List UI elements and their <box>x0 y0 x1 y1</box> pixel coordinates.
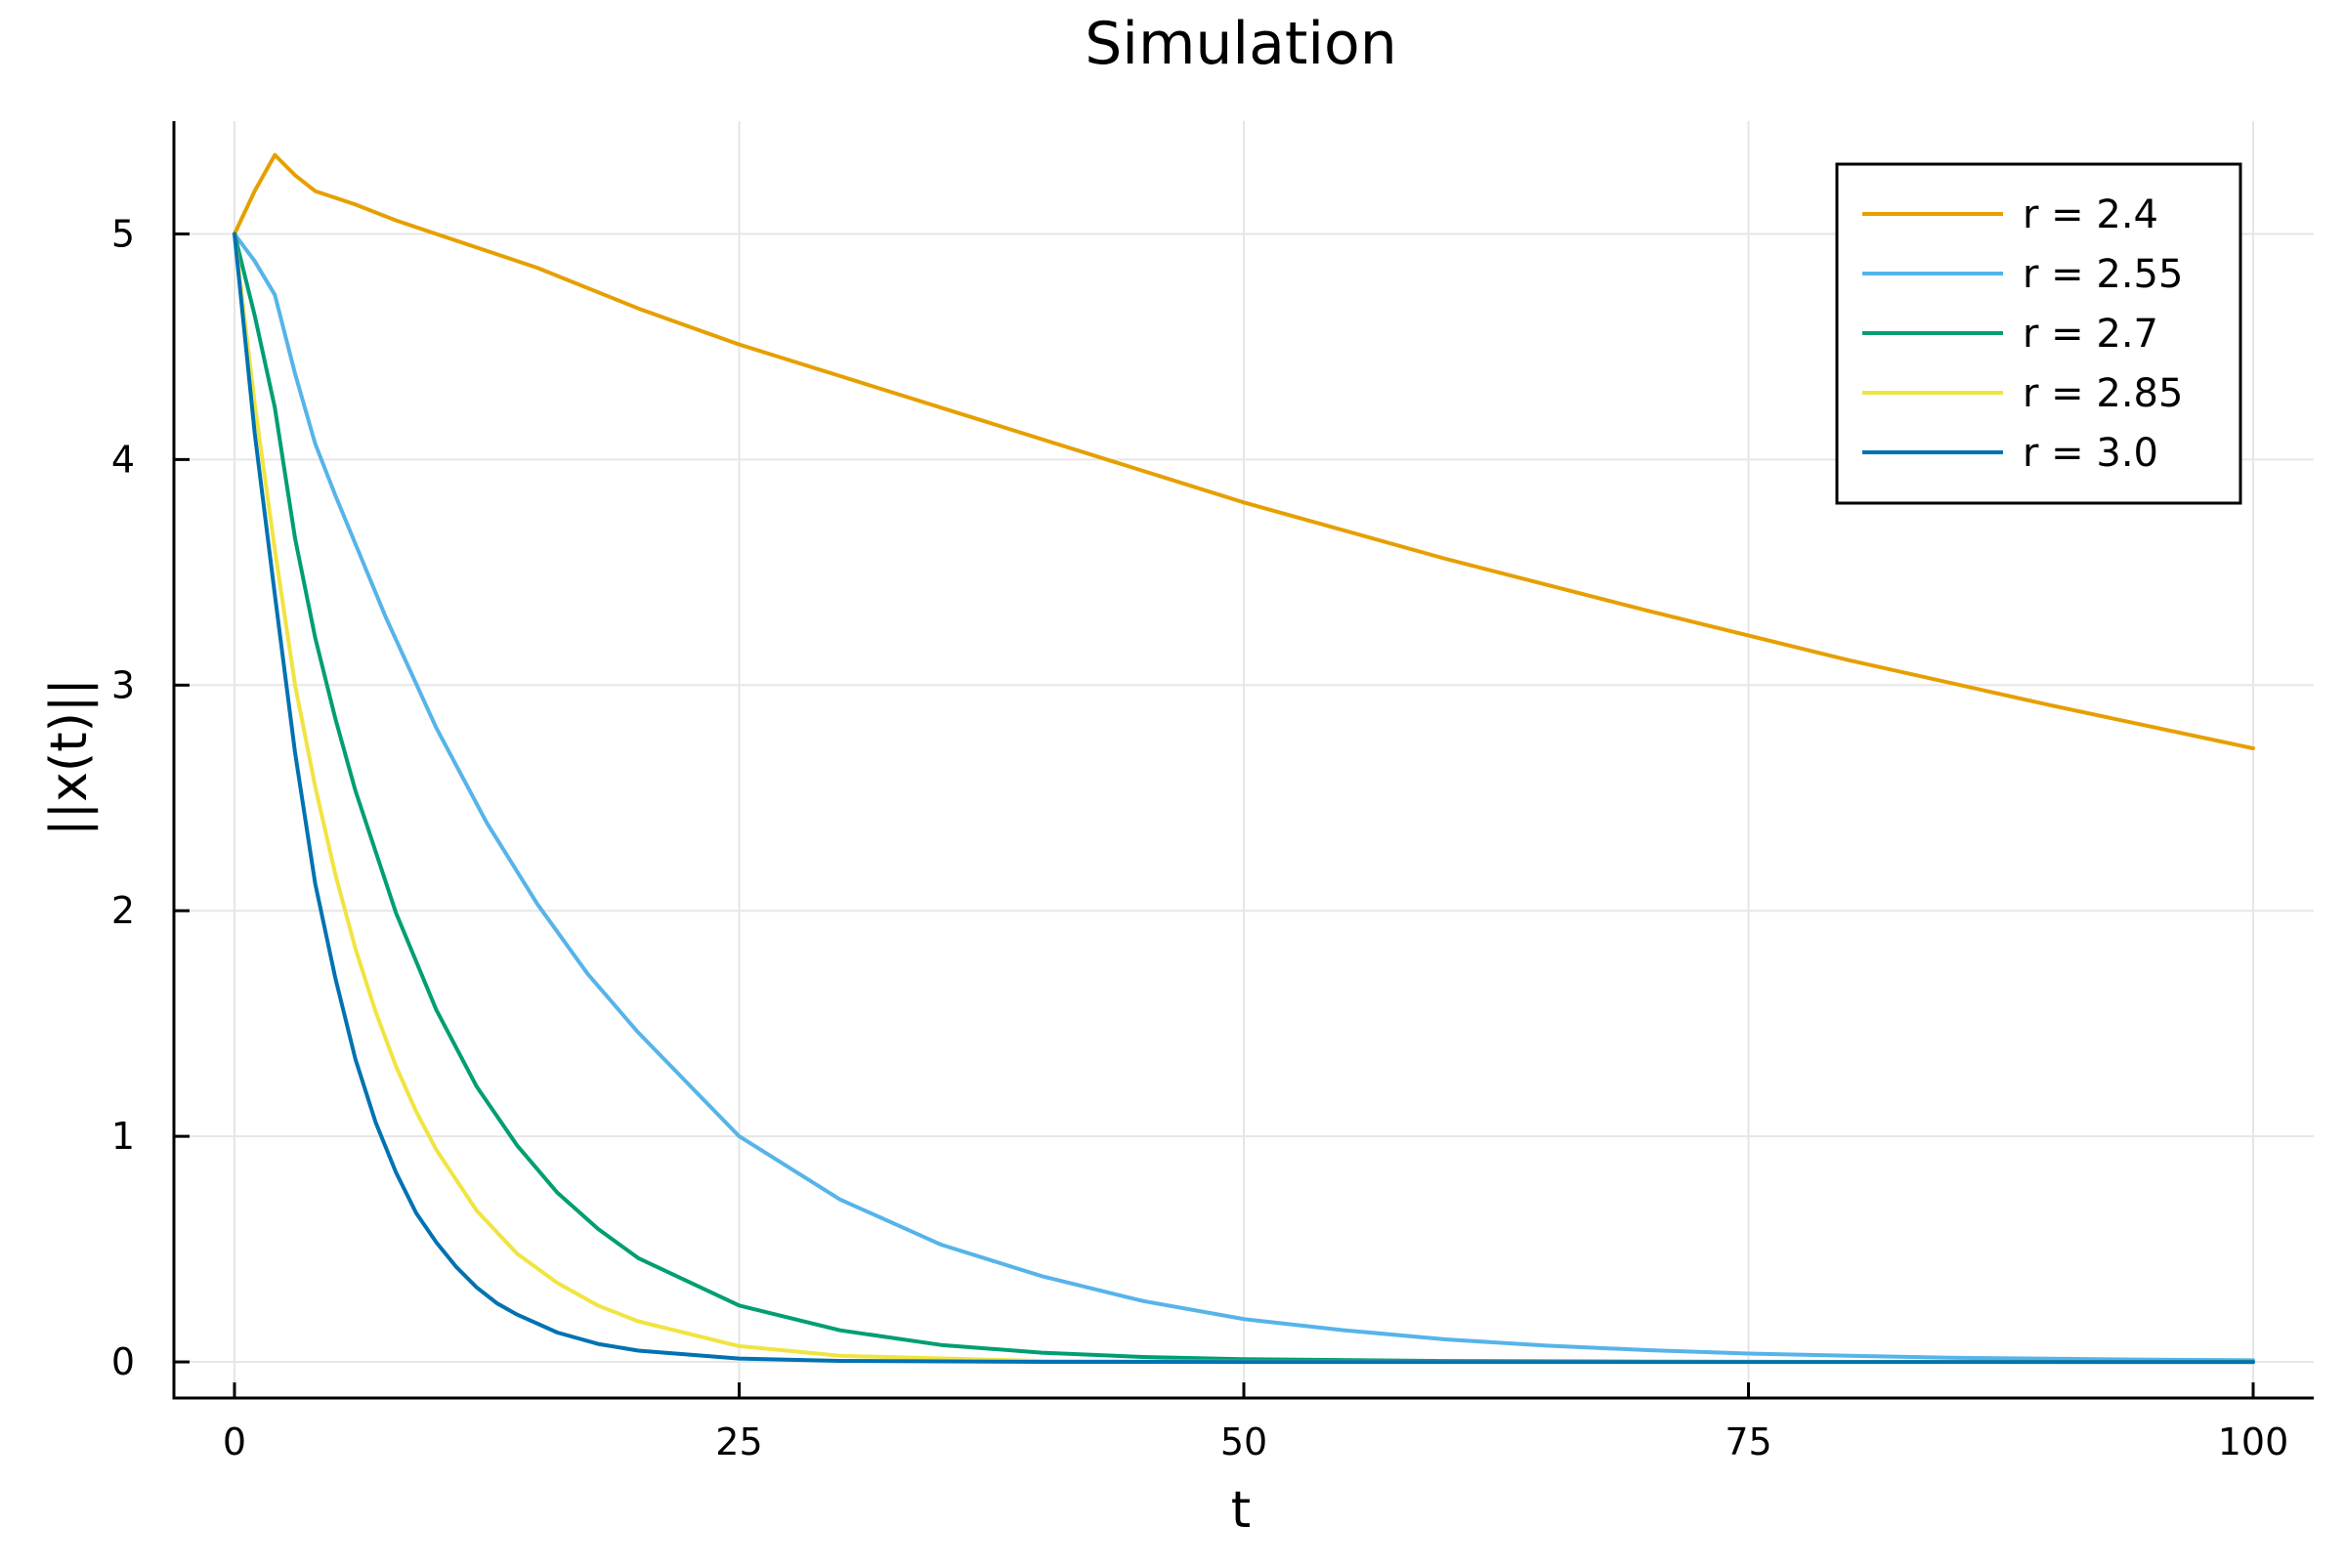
y-axis-label: ||x(t)|| <box>40 678 99 836</box>
series-line-4 <box>233 232 2255 1365</box>
x-tick-label: 50 <box>1220 1420 1267 1463</box>
legend-label: r = 2.85 <box>2023 371 2183 416</box>
x-tick-label: 100 <box>2218 1420 2289 1463</box>
legend-label: r = 3.0 <box>2023 431 2158 476</box>
legend: r = 2.4 r = 2.55 r = 2.7 r = 2.85 r = 3.0 <box>1835 162 2242 505</box>
legend-label: r = 2.4 <box>2023 192 2158 237</box>
x-tick-label: 75 <box>1725 1420 1771 1463</box>
series-line-1 <box>233 152 2255 750</box>
y-tick-label: 1 <box>111 1115 135 1158</box>
y-tick-label: 5 <box>111 212 135 255</box>
y-tick-label: 3 <box>111 663 135 706</box>
chart-title: Simulation <box>1085 10 1397 78</box>
series-line-3 <box>233 232 2255 1365</box>
legend-label: r = 2.7 <box>2023 312 2158 357</box>
series-line-2 <box>233 232 2255 1363</box>
y-tick-label: 0 <box>111 1340 135 1383</box>
y-tick-label: 4 <box>111 438 135 481</box>
x-tick-label: 0 <box>223 1420 246 1463</box>
x-axis-label: t <box>1231 1481 1251 1540</box>
axes: 0 25 50 75 100 0 1 2 3 4 5 <box>111 121 2314 1463</box>
y-tick-label: 2 <box>111 889 135 932</box>
x-tick-label: 25 <box>715 1420 762 1463</box>
series-lines <box>233 152 2255 1365</box>
legend-label: r = 2.55 <box>2023 252 2183 297</box>
series-line-5 <box>233 232 2255 1365</box>
